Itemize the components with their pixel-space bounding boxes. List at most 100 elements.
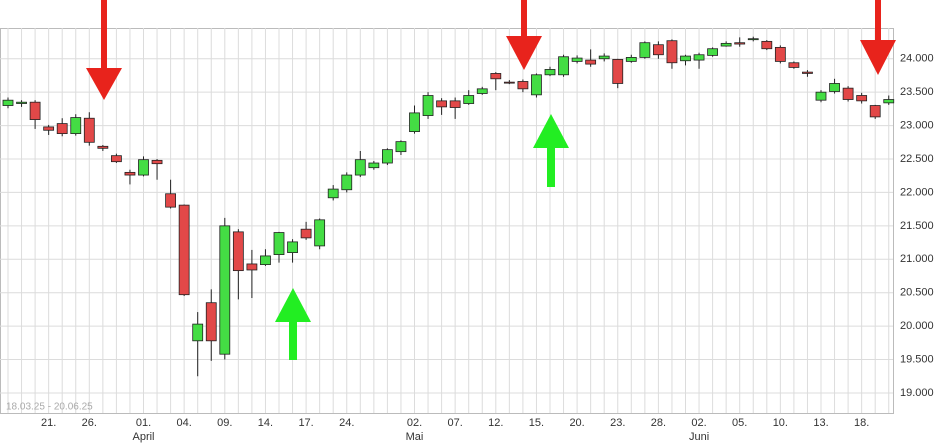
candle-body [409, 112, 420, 133]
date-range: 18.03.25 - 20.06.25 [6, 402, 93, 413]
x-tick-label: 12. [488, 417, 503, 429]
candle-body [720, 42, 732, 47]
candle-body [16, 101, 27, 104]
candle-body [503, 81, 515, 84]
x-tick-label: 09. [217, 417, 232, 429]
signal-arrows [86, 0, 896, 360]
buy-arrow [275, 288, 311, 360]
x-tick-label: 02. [407, 417, 422, 429]
buy-arrow [533, 114, 569, 187]
x-tick-label: 28. [651, 417, 666, 429]
candle-body [273, 232, 285, 255]
candle-body [476, 88, 488, 94]
y-tick-label: 20.500 [900, 287, 934, 299]
candle-body [232, 231, 244, 272]
candle-body [612, 59, 624, 84]
sell-arrow [86, 0, 122, 100]
candle-body [368, 162, 380, 169]
x-tick-label: 05. [732, 417, 747, 429]
candle-body [314, 219, 326, 247]
x-tick-label: 17. [298, 417, 313, 429]
x-tick-label: 14. [258, 417, 273, 429]
candle-body [29, 101, 41, 120]
plot-area [0, 28, 894, 414]
candle-body [449, 100, 461, 108]
y-tick-label: 22.500 [900, 153, 934, 165]
candle-body [571, 57, 583, 62]
candle-body [829, 83, 840, 92]
x-tick-label: 01. [136, 417, 151, 429]
x-tick-label: 13. [813, 417, 828, 429]
candle-body [422, 95, 434, 116]
candle-body [205, 302, 217, 342]
candle-body [802, 71, 813, 74]
candle-body [544, 69, 556, 76]
candle-body [463, 95, 475, 104]
candle-body [788, 62, 800, 68]
y-tick-label: 21.000 [900, 253, 934, 265]
candle-body [680, 55, 691, 62]
y-tick-label: 23.500 [900, 86, 934, 98]
candle-body [2, 99, 14, 106]
candle-body [56, 123, 68, 135]
candle-body [598, 55, 610, 60]
x-tick-label: 20. [569, 417, 584, 429]
candle-body [625, 57, 637, 62]
candle-body [774, 46, 786, 62]
y-tick-label: 22.000 [900, 186, 934, 198]
candles [2, 36, 895, 377]
candle-body [395, 141, 407, 153]
month-label: April [132, 431, 154, 443]
candle-body [585, 59, 597, 65]
x-tick-label: 23. [610, 417, 625, 429]
y-tick-label: 19.500 [900, 353, 934, 365]
candle-body [734, 42, 746, 45]
candle-body [517, 81, 529, 90]
candle-body [260, 255, 271, 266]
y-tick-label: 23.000 [900, 119, 934, 131]
candle-body [165, 193, 177, 208]
candle-body [124, 171, 136, 176]
candle-body [151, 159, 163, 165]
candle-body [219, 225, 231, 355]
y-tick-label: 24.000 [900, 53, 934, 65]
month-label: Mai [406, 431, 424, 443]
x-tick-label: 21. [41, 417, 56, 429]
candle-body [747, 38, 759, 41]
x-tick-label: 15. [529, 417, 544, 429]
month-label: Juni [689, 431, 709, 443]
candle-body [761, 40, 773, 50]
y-tick-label: 21.500 [900, 220, 934, 232]
candle-body [666, 40, 678, 64]
candle-body [138, 159, 149, 176]
x-tick-label: 10. [773, 417, 788, 429]
candle-body [436, 100, 448, 108]
sell-arrow [506, 0, 542, 70]
candle-body [192, 323, 204, 342]
candle-body [300, 228, 312, 239]
candle-body [653, 44, 664, 56]
x-tick-label: 02. [691, 417, 706, 429]
candle-body [341, 174, 353, 191]
candle-body [354, 159, 366, 176]
candle-body [490, 73, 502, 80]
candle-body [327, 188, 339, 199]
candle-body [83, 117, 95, 143]
x-tick-label: 04. [177, 417, 192, 429]
sell-arrow [860, 0, 896, 75]
candle-body [558, 56, 569, 76]
grid [0, 28, 893, 413]
x-tick-label: 24. [339, 417, 354, 429]
x-tick-label: 07. [448, 417, 463, 429]
candle-body [111, 155, 122, 163]
candle-body [869, 105, 881, 118]
candle-body [287, 241, 298, 253]
candle-body [856, 95, 868, 102]
x-tick-label: 26. [82, 417, 97, 429]
y-tick-label: 20.000 [900, 320, 934, 332]
candle-body [842, 87, 854, 100]
x-tick-label: 18. [854, 417, 869, 429]
candle-body [883, 99, 895, 104]
candle-body [43, 126, 55, 131]
